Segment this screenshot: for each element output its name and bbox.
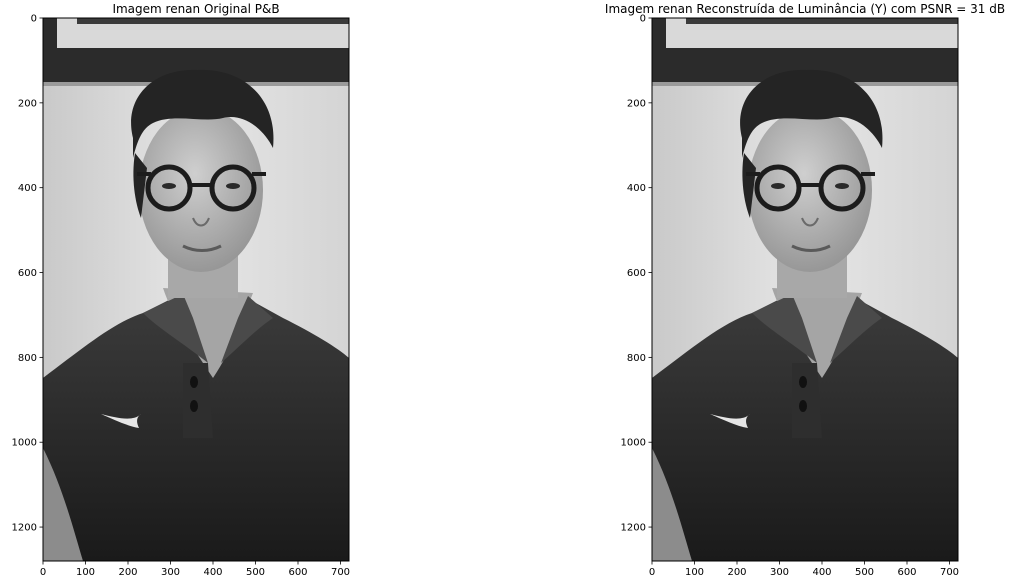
x-tick-label: 300	[161, 567, 180, 577]
left-panel-title: Imagem renan Original P&B	[112, 2, 279, 16]
y-tick-label: 1000	[12, 438, 37, 449]
x-tick-label: 500	[246, 567, 265, 577]
left-image-panel: Imagem renan Original P&B 0 100 200 300 400 5…	[12, 2, 351, 577]
right-axes-frame	[651, 17, 959, 562]
y-tick-label: 1200	[621, 523, 646, 534]
right-image-panel: Imagem renan Reconstruída de Luminância …	[605, 2, 1005, 577]
right-y-axis: 0 200 400 600 800 1000 1200	[621, 14, 652, 534]
x-tick-label: 200	[118, 567, 137, 577]
left-y-axis: 0 200 400 600 800 1000 1200	[12, 14, 43, 534]
x-tick-label: 100	[685, 567, 704, 577]
y-tick-label: 1200	[12, 523, 37, 534]
y-tick-label: 0	[31, 14, 37, 25]
x-tick-label: 500	[855, 567, 874, 577]
x-tick-label: 300	[770, 567, 789, 577]
right-panel-title: Imagem renan Reconstruída de Luminância …	[605, 2, 1005, 16]
x-tick-label: 400	[812, 567, 831, 577]
y-tick-label: 800	[627, 353, 646, 364]
x-tick-label: 200	[727, 567, 746, 577]
x-tick-label: 700	[940, 567, 959, 577]
left-axes-frame	[42, 17, 350, 562]
y-tick-label: 600	[627, 268, 646, 279]
x-tick-label: 0	[40, 567, 46, 577]
x-tick-label: 100	[76, 567, 95, 577]
left-x-axis: 0 100 200 300 400 500 600 700	[40, 561, 350, 577]
x-tick-label: 0	[649, 567, 655, 577]
x-tick-label: 400	[203, 567, 222, 577]
y-tick-label: 800	[18, 353, 37, 364]
x-tick-label: 600	[288, 567, 307, 577]
y-tick-label: 600	[18, 268, 37, 279]
x-tick-label: 700	[331, 567, 350, 577]
right-portrait-image	[652, 18, 958, 561]
left-portrait-image	[43, 18, 349, 561]
right-x-axis: 0 100 200 300 400 500 600 700	[649, 561, 959, 577]
y-tick-label: 200	[18, 98, 37, 109]
y-tick-label: 0	[640, 14, 646, 25]
x-tick-label: 600	[897, 567, 916, 577]
y-tick-label: 400	[627, 183, 646, 194]
y-tick-label: 400	[18, 183, 37, 194]
y-tick-label: 1000	[621, 438, 646, 449]
y-tick-label: 200	[627, 98, 646, 109]
